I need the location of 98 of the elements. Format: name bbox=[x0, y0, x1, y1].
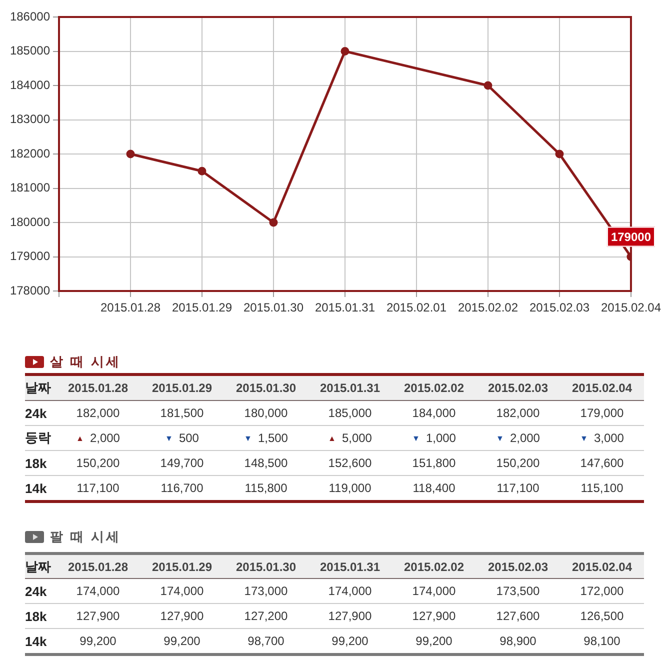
point bbox=[484, 81, 492, 90]
data-label: 126,500 bbox=[580, 609, 624, 623]
data-label: 184,000 bbox=[412, 406, 456, 420]
data-label: 115,800 bbox=[244, 481, 288, 495]
category-label: 2015.01.29 bbox=[150, 560, 214, 574]
x-tick-label: 2015.01.31 bbox=[314, 300, 376, 315]
category-label: 2015.01.28 bbox=[66, 560, 130, 574]
data-label: 119,000 bbox=[328, 481, 372, 495]
data-label: 117,100 bbox=[496, 481, 540, 495]
y-tick-label: 180000 bbox=[10, 214, 50, 229]
y-tick-label: 186000 bbox=[10, 9, 50, 24]
data-label: 151,800 bbox=[412, 456, 456, 470]
data-label: 172,000 bbox=[580, 584, 624, 598]
category-label: 2015.02.02 bbox=[402, 381, 466, 395]
data-label: 98,900 bbox=[500, 634, 536, 648]
data-label: 182,000 bbox=[76, 406, 120, 420]
category-label: 2015.02.04 bbox=[570, 560, 634, 574]
annotation: 179000 bbox=[610, 230, 652, 244]
category-label: 2015.02.03 bbox=[486, 560, 550, 574]
category-label: 2015.01.31 bbox=[318, 560, 382, 574]
data-label: 127,900 bbox=[328, 609, 372, 623]
data-label: 173,500 bbox=[496, 584, 540, 598]
data-label: 99,200 bbox=[416, 634, 452, 648]
data-label: 150,200 bbox=[76, 456, 120, 470]
data-label: 182,000 bbox=[496, 406, 540, 420]
category-label: 2015.01.30 bbox=[234, 381, 298, 395]
y-tick-label: 184000 bbox=[10, 78, 50, 92]
data-label: 152,600 bbox=[328, 456, 372, 470]
text: 팔 때 시세 bbox=[50, 528, 122, 546]
data-label: ▲ 2,000 bbox=[76, 431, 120, 445]
data-label: 127,900 bbox=[160, 609, 204, 623]
x-tick-label: 2015.02.02 bbox=[458, 300, 518, 315]
data-label: 99,200 bbox=[80, 634, 116, 648]
point bbox=[555, 150, 564, 158]
data-label: 150,200 bbox=[496, 456, 540, 470]
category-label: 2015.01.28 bbox=[66, 381, 130, 395]
data-label: ▼ 2,000 bbox=[496, 431, 540, 445]
x-tick-label: 2015.01.30 bbox=[243, 300, 304, 315]
text: 18k bbox=[25, 608, 48, 624]
data-label: 180,000 bbox=[244, 406, 288, 420]
text: 18k bbox=[25, 456, 48, 470]
category-label: 2015.01.29 bbox=[150, 381, 214, 395]
data-label: 181,500 bbox=[160, 406, 204, 420]
data-label: 116,700 bbox=[160, 481, 204, 495]
data-label: 185,000 bbox=[328, 406, 372, 420]
point bbox=[126, 150, 135, 158]
data-label: 127,900 bbox=[412, 609, 456, 623]
category-label: 2015.02.03 bbox=[486, 381, 550, 395]
data-label: 117,100 bbox=[76, 481, 120, 495]
category-label: 2015.01.30 bbox=[234, 560, 298, 574]
x-tick-label: 2015.01.28 bbox=[100, 300, 161, 315]
text: 14k bbox=[25, 634, 48, 648]
category-label: 2015.01.31 bbox=[318, 381, 382, 395]
x-tick-label: 2015.02.01 bbox=[386, 300, 447, 315]
data-label: 127,200 bbox=[244, 609, 288, 623]
text: 날짜 bbox=[25, 379, 52, 397]
data-label: 99,200 bbox=[164, 634, 200, 648]
data-label: 147,600 bbox=[580, 456, 624, 470]
data-label: 148,500 bbox=[244, 456, 288, 470]
y-tick-label: 181000 bbox=[10, 180, 50, 195]
text: 날짜 bbox=[25, 558, 52, 576]
data-label: 99,200 bbox=[332, 634, 368, 648]
data-label: 174,000 bbox=[160, 584, 204, 598]
y-tick-label: 183000 bbox=[10, 112, 50, 126]
data-label: ▼ 3,000 bbox=[580, 431, 624, 445]
text: 등락 bbox=[25, 429, 52, 447]
y-tick-label: 182000 bbox=[10, 146, 50, 160]
data-label: 174,000 bbox=[328, 584, 372, 598]
data-label: 127,900 bbox=[76, 609, 120, 623]
point bbox=[198, 166, 206, 176]
y-tick-label: 179000 bbox=[10, 249, 50, 264]
y-tick-label: 185000 bbox=[10, 44, 50, 58]
text: 14k bbox=[25, 480, 48, 496]
data-label: ▼ 1,500 bbox=[244, 431, 288, 445]
data-label: 98,700 bbox=[248, 634, 284, 648]
data-label: 179,000 bbox=[580, 406, 624, 420]
data-label: ▼ 1,000 bbox=[412, 431, 456, 445]
data-label: 149,700 bbox=[160, 456, 204, 470]
point bbox=[340, 47, 350, 56]
text: 살 때 시세 bbox=[50, 353, 122, 371]
data-label: 173,000 bbox=[244, 584, 288, 598]
data-label: 115,100 bbox=[580, 481, 624, 495]
data-label: 118,400 bbox=[412, 481, 456, 495]
x-tick-label: 2015.02.03 bbox=[529, 300, 590, 315]
x-tick-label: 2015.01.29 bbox=[172, 300, 232, 315]
text: 24k bbox=[25, 584, 48, 598]
data-label: 174,000 bbox=[412, 584, 456, 598]
data-label: ▼ 500 bbox=[165, 431, 199, 445]
data-label: ▲ 5,000 bbox=[328, 431, 372, 445]
x-tick-label: 2015.02.04 bbox=[600, 300, 662, 315]
point bbox=[269, 218, 278, 227]
data-label: 174,000 bbox=[76, 584, 120, 598]
text: 24k bbox=[25, 406, 48, 420]
y-tick-label: 178000 bbox=[10, 283, 50, 298]
data-label: 127,600 bbox=[496, 609, 540, 623]
category-label: 2015.02.04 bbox=[570, 381, 634, 395]
category-label: 2015.02.02 bbox=[402, 560, 466, 574]
data-label: 98,100 bbox=[584, 634, 620, 648]
